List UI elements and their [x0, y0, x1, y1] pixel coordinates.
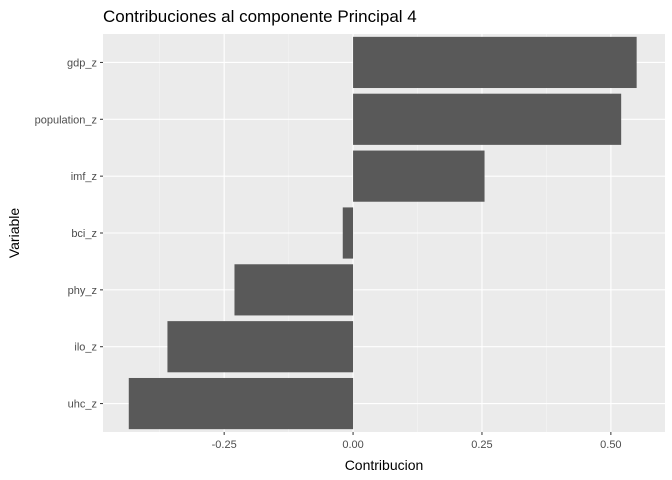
bar-phy_z	[234, 264, 354, 316]
x-tick-label: 0.50	[600, 439, 621, 451]
x-axis-ticks: -0.25 0.00 0.25 0.50	[212, 432, 622, 451]
bar-uhc_z	[128, 377, 354, 430]
x-tick-label: 0.00	[342, 439, 363, 451]
y-tick-label: phy_z	[68, 285, 97, 297]
chart-title: Contribuciones al componente Principal 4	[103, 7, 417, 26]
x-tick-label: 0.25	[471, 439, 492, 451]
y-tick-label: gdp_z	[67, 57, 97, 69]
bar-ilo_z	[167, 321, 354, 373]
x-axis-title: Contribucion	[345, 457, 424, 473]
y-tick-label: uhc_z	[68, 399, 97, 411]
bar-bci_z	[342, 207, 354, 259]
bars	[128, 36, 637, 430]
y-axis-ticks: gdp_z population_z imf_z bci_z phy_z ilo_zuhc…	[35, 57, 103, 411]
bar-population_z	[353, 93, 622, 145]
y-tick-label: ilo_z	[74, 342, 97, 354]
x-tick-label: -0.25	[212, 439, 237, 451]
bar-gdp_z	[353, 36, 637, 89]
y-tick-label: population_z	[35, 114, 97, 126]
bar-imf_z	[353, 150, 485, 202]
y-tick-label: imf_z	[71, 171, 97, 183]
y-axis-title: Variable	[6, 208, 22, 259]
y-tick-label: bci_z	[71, 228, 97, 240]
